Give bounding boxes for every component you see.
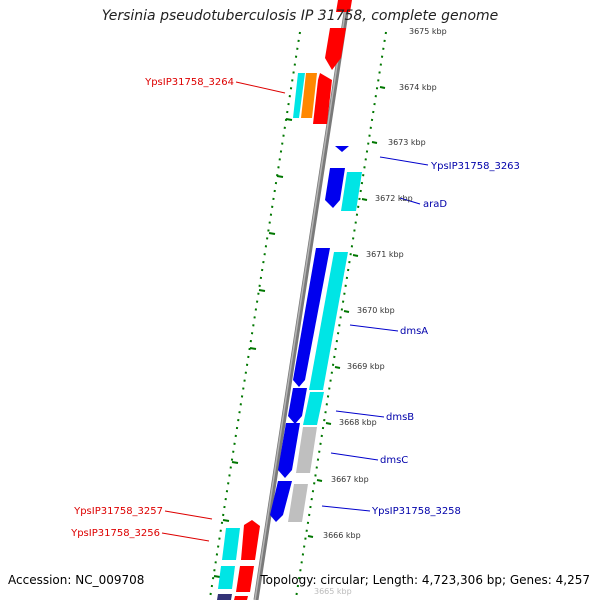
scale-label: 3670 kbp (357, 306, 395, 315)
accession-text: Accession: NC_009708 (8, 573, 145, 587)
gene-label-right[interactable]: araD (423, 199, 447, 210)
gene-forward-3256b[interactable] (236, 566, 254, 592)
gene-label-left[interactable]: YpsIP31758_3257 (73, 506, 163, 517)
gene-forward-top-2[interactable] (325, 28, 346, 70)
gene-forward-top-1[interactable] (336, 0, 352, 12)
genome-backbone (253, 0, 351, 600)
scale-label: 3669 kbp (347, 362, 385, 371)
gene-forward-3264[interactable] (313, 73, 332, 124)
gene-cyan-dmsA[interactable] (309, 252, 348, 390)
label-leaders (161, 81, 429, 542)
gene-label-right[interactable]: dmsB (386, 412, 414, 423)
gene-reverse-dmsC[interactable] (278, 423, 300, 478)
gene-reverse-3258[interactable] (270, 481, 292, 522)
scale-label: 3675 kbp (409, 27, 447, 36)
gene-label-right[interactable]: dmsA (400, 326, 428, 337)
scale-label: 3674 kbp (399, 83, 437, 92)
scale-label: 3667 kbp (331, 475, 369, 484)
gene-orange-3264[interactable] (301, 73, 317, 118)
scale-label: 3673 kbp (388, 138, 426, 147)
gene-label-right[interactable]: YpsIP31758_3263 (430, 161, 520, 172)
gene-cyan-3257[interactable] (222, 528, 240, 560)
scale-label: 3666 kbp (323, 531, 361, 540)
genome-title: Yersinia pseudotuberculosis IP 31758, co… (101, 8, 499, 24)
gene-cyan-3264a[interactable] (293, 73, 305, 118)
scale-label: 3668 kbp (339, 418, 377, 427)
gene-forward-bottom[interactable] (234, 596, 248, 600)
scale-label: 3665 kbp (314, 587, 352, 596)
gene-forward-3256a[interactable] (241, 520, 260, 560)
gene-cyan-dmsB[interactable] (303, 392, 324, 425)
gene-reverse-3263[interactable] (335, 146, 349, 152)
gene-label-left[interactable]: YpsIP31758_3264 (144, 77, 234, 88)
gene-cyan-araD[interactable] (341, 172, 362, 211)
scale-label: 3672 kbp (375, 194, 413, 203)
gene-reverse-dmsB[interactable] (288, 388, 307, 424)
right-ticks (307, 86, 386, 538)
gene-reverse-dmsA[interactable] (293, 248, 330, 387)
gene-gray-3258[interactable] (288, 484, 308, 522)
topology-text: Topology: circular; Length: 4,723,306 bp… (260, 573, 590, 587)
gene-cyan-3256b[interactable] (218, 566, 235, 589)
gene-navy-bottom[interactable] (217, 594, 232, 600)
gene-label-right[interactable]: dmsC (380, 455, 408, 466)
gene-label-left[interactable]: YpsIP31758_3256 (70, 528, 160, 539)
scale-label: 3671 kbp (366, 250, 404, 259)
gene-label-right[interactable]: YpsIP31758_3258 (371, 506, 461, 517)
gene-reverse-3672[interactable] (325, 168, 345, 208)
left-dotted-ruler (209, 31, 301, 599)
gene-gray-dmsC[interactable] (296, 427, 317, 473)
left-ticks (213, 118, 293, 578)
